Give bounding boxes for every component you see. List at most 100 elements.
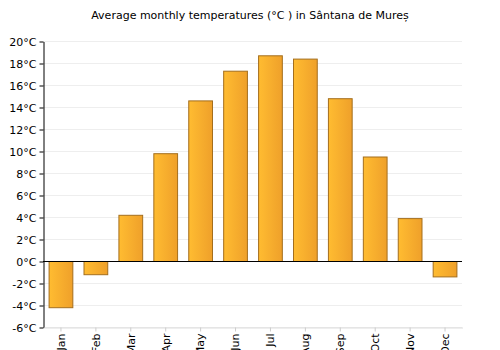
y-tick-label: -6°C — [12, 322, 36, 335]
y-tick-mark — [40, 306, 44, 307]
bar — [224, 71, 248, 261]
y-tick: 8°C — [16, 168, 43, 181]
x-tick-label: Dec — [439, 334, 452, 350]
y-tick-label: 6°C — [16, 190, 36, 203]
grid-line — [43, 327, 462, 328]
x-tick: Dec — [439, 328, 452, 350]
x-tick-label: Feb — [90, 333, 103, 350]
x-tick: Jun — [229, 328, 242, 350]
x-tick-mark — [410, 328, 411, 332]
y-tick-mark — [40, 218, 44, 219]
y-axis: -6°C -4°C -2°C 0°C 2°C 4°C 6°C 8°C 10°C 12°C 14°C 1… — [9, 36, 44, 335]
y-tick-mark — [40, 64, 44, 65]
y-tick: 12°C — [9, 124, 43, 137]
y-tick-mark — [40, 196, 44, 197]
y-tick-label: 4°C — [16, 212, 36, 225]
y-tick-mark — [40, 284, 44, 285]
y-tick-mark — [40, 42, 44, 43]
y-axis-line — [44, 42, 45, 328]
x-axis-line — [44, 328, 463, 329]
bar — [363, 157, 387, 262]
bar — [119, 215, 143, 261]
x-tick-mark — [305, 328, 306, 332]
x-tick: Apr — [160, 328, 173, 350]
y-tick-label: 16°C — [9, 80, 36, 93]
y-tick-label: 8°C — [16, 168, 36, 181]
x-tick: Jul — [264, 328, 277, 348]
y-tick-mark — [40, 262, 44, 263]
x-tick-mark — [165, 328, 166, 332]
x-tick-label: Apr — [160, 333, 173, 350]
bar — [433, 262, 457, 277]
x-tick: Sep — [334, 328, 347, 350]
grid-line — [43, 63, 462, 64]
x-tick-mark — [130, 328, 131, 332]
x-tick-label: Oct — [369, 333, 382, 350]
grid-line — [43, 107, 462, 108]
y-tick: 16°C — [9, 80, 43, 93]
x-tick-label: Jan — [55, 333, 68, 350]
y-tick-label: 20°C — [9, 36, 36, 49]
bar — [49, 262, 73, 308]
y-tick-label: 0°C — [16, 256, 36, 269]
y-tick: 20°C — [9, 36, 43, 49]
x-tick-label: Mar — [125, 333, 138, 350]
y-tick-mark — [40, 174, 44, 175]
x-tick: Oct — [369, 328, 382, 350]
y-tick: 0°C — [16, 256, 43, 269]
x-tick-label: Aug — [299, 334, 312, 350]
y-tick: 14°C — [9, 102, 43, 115]
grid-line — [43, 151, 462, 152]
x-tick-label: Jul — [264, 334, 277, 348]
x-tick-mark — [445, 328, 446, 332]
x-tick-mark — [60, 328, 61, 332]
grid-line — [43, 173, 462, 174]
grid-line — [43, 283, 462, 284]
bars — [49, 56, 457, 308]
x-tick-mark — [235, 328, 236, 332]
x-tick-mark — [375, 328, 376, 332]
x-tick-label: Jun — [229, 333, 242, 350]
y-tick-mark — [40, 130, 44, 131]
bar — [398, 219, 422, 262]
x-tick-mark — [95, 328, 96, 332]
grid-line — [43, 261, 462, 262]
grid-line — [43, 129, 462, 130]
x-axis: Jan Feb Mar Apr May Jun Jul Aug Sep Oct Nov Dec — [44, 328, 463, 350]
bar — [259, 56, 283, 262]
y-tick: -6°C — [12, 322, 43, 335]
y-tick-label: 10°C — [9, 146, 36, 159]
y-tick: 2°C — [16, 234, 43, 247]
bar — [328, 99, 352, 262]
x-tick: Nov — [404, 328, 417, 350]
y-tick-label: 2°C — [16, 234, 36, 247]
zero-line — [43, 261, 462, 262]
y-tick-label: 14°C — [9, 102, 36, 115]
x-tick-mark — [340, 328, 341, 332]
chart: Average monthly temperatures (°C ) in Sâ… — [0, 0, 500, 350]
y-tick-mark — [40, 240, 44, 241]
y-tick: 18°C — [9, 58, 43, 71]
grid-line — [43, 305, 462, 306]
bar — [189, 101, 213, 262]
grid-line — [43, 195, 462, 196]
y-tick: 4°C — [16, 212, 43, 225]
x-tick: Aug — [299, 328, 312, 350]
x-tick: Jan — [55, 328, 68, 350]
y-tick: 10°C — [9, 146, 43, 159]
x-tick-label: May — [194, 333, 207, 350]
y-tick-mark — [40, 86, 44, 87]
grid-line — [43, 41, 462, 42]
y-tick: -2°C — [12, 278, 43, 291]
y-tick: -4°C — [12, 300, 43, 313]
y-tick-label: -4°C — [12, 300, 36, 313]
x-tick: May — [194, 328, 207, 350]
y-tick: 6°C — [16, 190, 43, 203]
x-tick: Mar — [125, 328, 138, 350]
x-tick-label: Sep — [334, 333, 347, 350]
grid — [43, 42, 462, 328]
x-tick-mark — [200, 328, 201, 332]
title: Average monthly temperatures (°C ) in Sâ… — [91, 9, 409, 22]
x-tick-mark — [270, 328, 271, 332]
x-tick-label: Nov — [404, 333, 417, 350]
